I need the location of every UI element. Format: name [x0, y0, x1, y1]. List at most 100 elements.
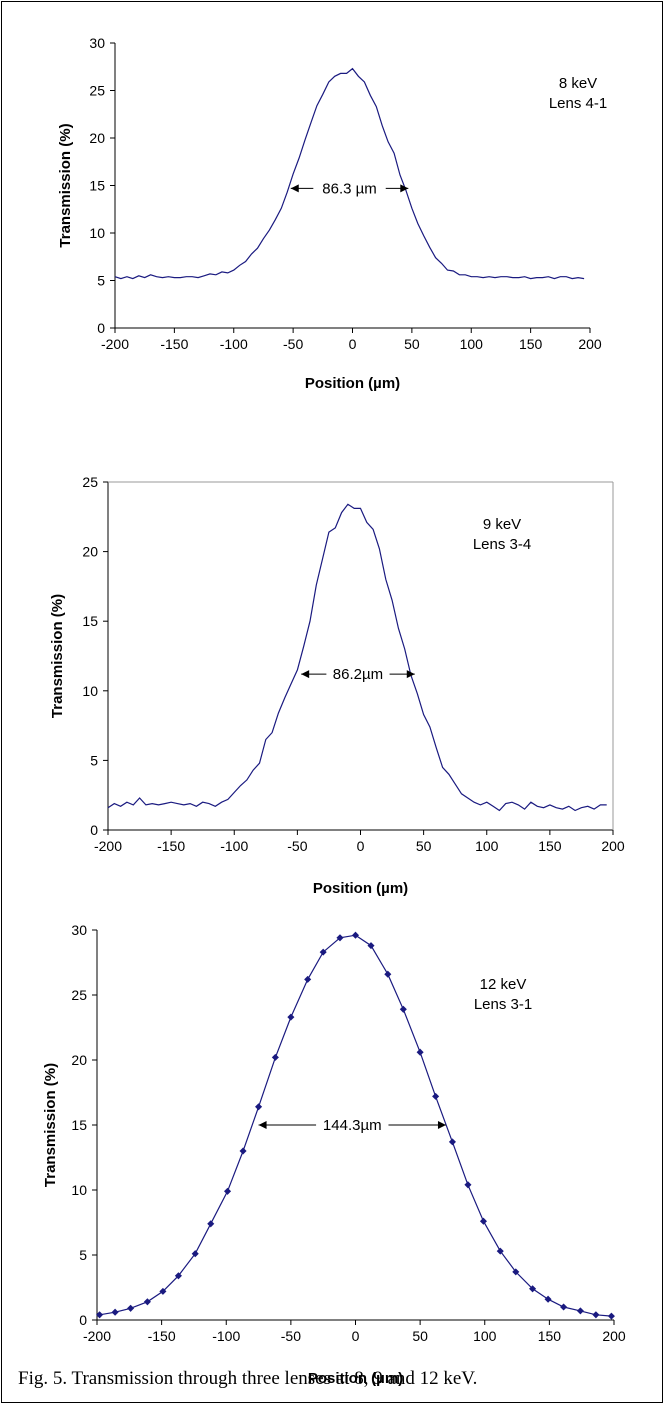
- fwhm-arrowhead-left: [301, 670, 310, 679]
- lens-label: Lens 3-4: [473, 536, 531, 553]
- y-tick-label: 30: [89, 35, 105, 51]
- y-tick-label: 10: [82, 683, 98, 699]
- data-point: [351, 931, 360, 939]
- x-tick-label: 100: [473, 1328, 497, 1344]
- y-tick-label: 10: [71, 1182, 87, 1198]
- x-tick-label: -200: [101, 336, 129, 352]
- data-point: [399, 1005, 407, 1013]
- x-tick-label: -50: [283, 336, 303, 352]
- y-axis-title: Transmission (%): [49, 594, 66, 718]
- series-line: [107, 503, 607, 812]
- data-point: [111, 1308, 119, 1316]
- chart-8kev: 0 5 10 15 20 25 30 -200 -150 -100 -50 0 50 100 150 200 P…: [57, 35, 607, 392]
- y-tick-label: 15: [82, 613, 98, 629]
- y-tick-label: 25: [71, 987, 87, 1003]
- x-tick-label: 100: [475, 838, 499, 854]
- data-point: [287, 1013, 295, 1021]
- data-point: [576, 1307, 584, 1315]
- data-point: [416, 1048, 424, 1056]
- x-tick-label: -100: [220, 838, 248, 854]
- x-tick-label: 150: [538, 1328, 562, 1344]
- x-axis-title: Position (µm): [313, 880, 408, 897]
- data-point: [448, 1138, 456, 1146]
- data-point: [367, 942, 375, 950]
- x-tick-label: -50: [281, 1328, 301, 1344]
- chart-12kev: 0 5 10 15 20 25 30 -200 -150 -100 -50 0 50 100 150 200 P…: [42, 922, 626, 1387]
- x-tick-label: 200: [602, 1328, 626, 1344]
- lens-label: Lens 3-1: [474, 996, 532, 1013]
- y-tick-label: 20: [71, 1052, 87, 1068]
- fwhm-arrowhead-right: [400, 184, 409, 193]
- data-point: [607, 1312, 615, 1320]
- x-tick-label: -200: [83, 1328, 111, 1344]
- x-tick-label: -200: [94, 838, 122, 854]
- data-point: [496, 1247, 504, 1255]
- x-tick-label: 50: [416, 838, 432, 854]
- x-tick-label: 0: [349, 336, 357, 352]
- data-point: [224, 1187, 232, 1195]
- chart-9kev: 0 5 10 15 20 25 -200 -150 -100 -50 0 50 100 150 200 Pos…: [49, 474, 625, 897]
- y-tick-label: 5: [79, 1247, 87, 1263]
- x-tick-label: 150: [538, 838, 562, 854]
- fwhm-label: 86.2µm: [333, 666, 383, 683]
- data-point: [432, 1092, 440, 1100]
- data-point: [336, 934, 344, 942]
- y-tick-label: 0: [97, 320, 105, 336]
- y-axis-title: Transmission (%): [57, 123, 74, 247]
- y-tick-label: 5: [97, 273, 105, 289]
- x-tick-label: 200: [578, 336, 602, 352]
- data-point: [304, 975, 312, 983]
- data-point: [271, 1053, 279, 1061]
- y-tick-label: 10: [89, 225, 105, 241]
- energy-label: 12 keV: [480, 976, 527, 993]
- fwhm-label: 86.3 µm: [322, 180, 377, 197]
- data-point: [544, 1295, 552, 1303]
- x-tick-label: 50: [404, 336, 420, 352]
- x-tick-label: -100: [220, 336, 248, 352]
- y-tick-label: 20: [82, 544, 98, 560]
- x-tick-label: 0: [357, 838, 365, 854]
- x-tick-label: 100: [460, 336, 484, 352]
- y-tick-label: 0: [90, 822, 98, 838]
- data-point: [239, 1147, 247, 1155]
- data-point: [96, 1311, 104, 1319]
- fwhm-label: 144.3µm: [323, 1117, 382, 1134]
- x-tick-label: -150: [160, 336, 188, 352]
- energy-label: 9 keV: [483, 516, 521, 533]
- fwhm-arrowhead-right: [406, 670, 415, 679]
- data-point: [143, 1298, 151, 1306]
- x-tick-label: 0: [352, 1328, 360, 1344]
- x-tick-label: 200: [601, 838, 625, 854]
- data-point: [464, 1181, 472, 1189]
- data-point: [560, 1303, 568, 1311]
- data-point: [529, 1285, 537, 1293]
- figure-caption: Fig. 5. Transmission through three lense…: [18, 1368, 478, 1389]
- data-point: [191, 1250, 199, 1258]
- fwhm-arrowhead-left: [258, 1121, 267, 1129]
- fwhm-arrowhead-left: [290, 184, 299, 193]
- x-tick-label: -100: [212, 1328, 240, 1344]
- data-point: [512, 1268, 520, 1276]
- y-axis-title: Transmission (%): [42, 1063, 59, 1187]
- y-tick-label: 0: [79, 1312, 87, 1328]
- x-tick-label: 150: [519, 336, 543, 352]
- y-tick-label: 30: [71, 922, 87, 938]
- data-point: [127, 1304, 135, 1312]
- data-point: [255, 1103, 263, 1111]
- data-point: [207, 1220, 215, 1228]
- x-axis-title: Position (µm): [305, 375, 400, 392]
- data-point: [592, 1311, 600, 1319]
- y-tick-label: 15: [71, 1117, 87, 1133]
- lens-label: Lens 4-1: [549, 95, 607, 112]
- energy-label: 8 keV: [559, 75, 597, 92]
- x-tick-label: -150: [157, 838, 185, 854]
- y-tick-label: 15: [89, 178, 105, 194]
- data-point: [174, 1272, 182, 1280]
- data-point: [384, 970, 392, 978]
- y-tick-label: 25: [89, 83, 105, 99]
- series-line: [114, 67, 585, 280]
- fwhm-arrowhead-right: [437, 1121, 446, 1129]
- x-tick-label: 50: [412, 1328, 428, 1344]
- data-point: [479, 1217, 487, 1225]
